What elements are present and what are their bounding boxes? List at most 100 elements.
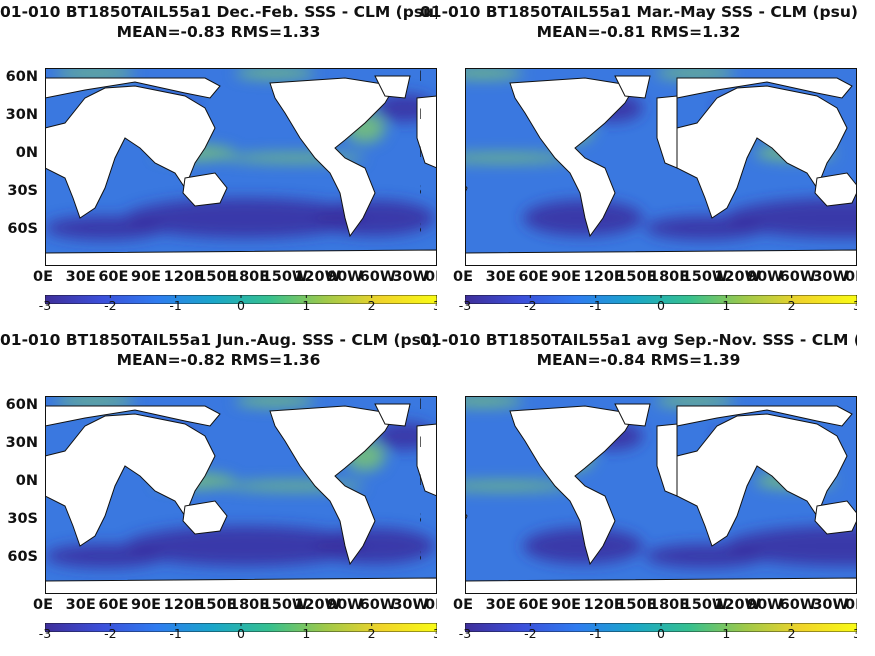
lat-label: 60N — [5, 397, 38, 413]
lat-label: 30N — [5, 107, 38, 123]
lat-label: 0N — [420, 145, 422, 161]
lon-label: 90E — [131, 269, 162, 285]
colorbar-tick: 2 — [787, 298, 796, 313]
colorbar: -3 -2 -1 0 1 2 3 — [39, 289, 437, 313]
colorbar-tick: 3 — [853, 299, 857, 313]
lon-label: 180E — [229, 269, 270, 285]
colorbar-tick: 3 — [853, 627, 857, 641]
lon-label: 90W — [327, 269, 364, 285]
lon-label: 60W — [779, 597, 816, 613]
lat-label: 30S — [420, 511, 422, 527]
colorbar-tick: 1 — [302, 626, 311, 641]
colorbar-tick: 0 — [237, 298, 245, 313]
lon-label: 30W — [812, 269, 849, 285]
lon-label: 0E — [425, 597, 437, 613]
lon-label: 60W — [359, 269, 396, 285]
lat-label: 60N — [420, 69, 422, 85]
lat-label: 30S — [7, 183, 38, 199]
lon-label: 120W — [294, 269, 341, 285]
lon-label: 150W — [261, 597, 308, 613]
lon-label: 0E — [33, 269, 53, 285]
panel-title: 01-010 BT1850TAIL55a1 avg Sep.-Nov. SSS … — [420, 331, 857, 349]
colorbar-tick: -3 — [458, 298, 472, 313]
lon-label: 120W — [714, 597, 761, 613]
lat-label: 60N — [420, 397, 422, 413]
panel-stats: MEAN=-0.81 RMS=1.32 — [536, 23, 741, 41]
lon-label: 150E — [196, 597, 237, 613]
lon-label: 30E — [65, 269, 96, 285]
lon-label: 120E — [163, 597, 204, 613]
lat-label: 0N — [15, 145, 38, 161]
lat-label: 60S — [7, 549, 38, 565]
map-area — [465, 68, 857, 266]
lon-label: 0E — [845, 597, 857, 613]
colorbar: -3 -2 -1 0 1 2 3 — [459, 617, 857, 641]
colorbar-tick: -1 — [169, 298, 182, 313]
lon-label: 60E — [518, 597, 549, 613]
colorbar-tick: 0 — [237, 626, 245, 641]
lon-label: 150W — [681, 597, 728, 613]
panel-title: 01-010 BT1850TAIL55a1 Dec.-Feb. SSS - CL… — [0, 3, 437, 21]
lon-label: 120E — [583, 269, 624, 285]
panel-title: 01-010 BT1850TAIL55a1 Jun.-Aug. SSS - CL… — [0, 331, 437, 349]
lat-label: 0N — [420, 473, 422, 489]
lon-label: 120E — [163, 269, 204, 285]
lon-label: 30W — [392, 597, 429, 613]
lat-label: 30N — [420, 107, 422, 123]
lon-label: 90E — [551, 597, 582, 613]
lon-label: 60W — [779, 269, 816, 285]
lat-label: 30S — [420, 183, 422, 199]
lon-label: 150W — [681, 269, 728, 285]
colorbar-tick: -1 — [589, 626, 602, 641]
lon-label: 0E — [453, 597, 473, 613]
lon-label: 150E — [616, 597, 657, 613]
colorbar-tick: 2 — [367, 626, 376, 641]
panel-stats: MEAN=-0.84 RMS=1.39 — [536, 351, 741, 369]
lon-label: 30E — [485, 269, 516, 285]
colorbar-tick: -2 — [524, 298, 537, 313]
lat-label: 30S — [7, 511, 38, 527]
lat-label: 60S — [420, 549, 422, 565]
colorbar-tick: -2 — [104, 626, 117, 641]
lon-label: 150E — [196, 269, 237, 285]
lon-label: 90E — [551, 269, 582, 285]
lon-label: 0E — [425, 269, 437, 285]
lon-label: 180E — [229, 597, 270, 613]
lon-label: 60E — [518, 269, 549, 285]
lat-label: 60S — [420, 221, 422, 237]
lon-label: 0E — [33, 597, 53, 613]
colorbar-tick: 1 — [302, 298, 311, 313]
lon-label: 90W — [747, 597, 784, 613]
lat-label: 30N — [420, 435, 422, 451]
colorbar-tick: 0 — [657, 298, 665, 313]
lon-label: 30W — [392, 269, 429, 285]
lon-label: 120W — [294, 597, 341, 613]
colorbar-tick: -2 — [524, 626, 537, 641]
panel-stats: MEAN=-0.82 RMS=1.36 — [116, 351, 321, 369]
lon-label: 90W — [747, 269, 784, 285]
lat-label: 60S — [7, 221, 38, 237]
colorbar-tick: 0 — [657, 626, 665, 641]
lon-label: 120E — [583, 597, 624, 613]
colorbar-tick: 2 — [787, 626, 796, 641]
colorbar-tick: -3 — [38, 626, 52, 641]
lon-label: 180E — [649, 269, 690, 285]
lon-label: 150E — [616, 269, 657, 285]
lon-label: 60E — [98, 269, 129, 285]
colorbar-tick: -2 — [104, 298, 117, 313]
lon-label: 120W — [714, 269, 761, 285]
colorbar-tick: 3 — [433, 299, 437, 313]
panel-stats: MEAN=-0.83 RMS=1.33 — [116, 23, 321, 41]
colorbar-tick: -1 — [589, 298, 602, 313]
lat-label: 30N — [5, 435, 38, 451]
map-panel-3: 01-010 BT1850TAIL55a1 Jun.-Aug. SSS - CL… — [0, 328, 437, 656]
colorbar: -3 -2 -1 0 1 2 3 — [39, 617, 437, 641]
colorbar-tick: -3 — [38, 298, 52, 313]
lon-label: 150W — [261, 269, 308, 285]
map-area — [45, 396, 437, 594]
colorbar-tick: 1 — [722, 626, 731, 641]
lon-label: 90E — [131, 597, 162, 613]
colorbar-tick: -3 — [458, 626, 472, 641]
lon-label: 180E — [649, 597, 690, 613]
lat-label: 0N — [15, 473, 38, 489]
